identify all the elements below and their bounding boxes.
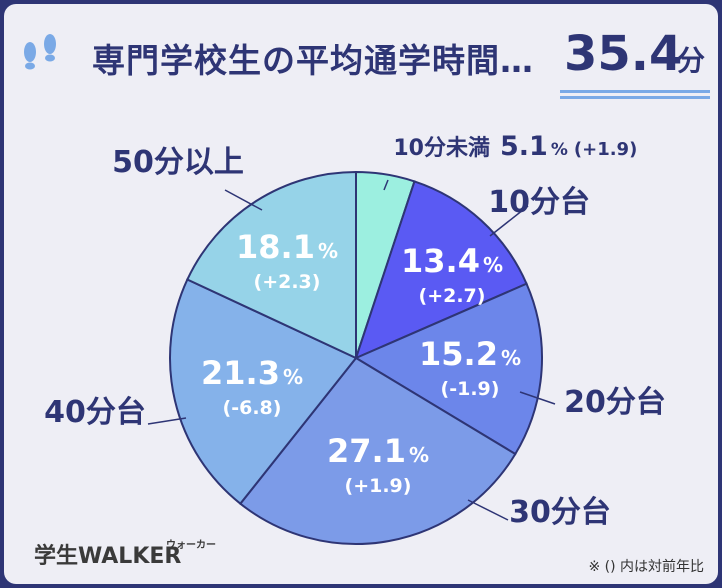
average-value: 35.4 xyxy=(564,26,683,82)
category-label: 40分台 xyxy=(44,395,146,430)
change-label: (+2.3) xyxy=(254,271,321,293)
logo: 学生WALKER xyxy=(34,544,182,569)
data-label: 21.3% xyxy=(201,354,303,392)
footnote: ※ () 内は対前年比 xyxy=(588,559,704,575)
change-label: (-1.9) xyxy=(441,378,500,400)
leader-line xyxy=(383,179,389,191)
underline-2 xyxy=(560,96,710,99)
category-label: 10分台 xyxy=(488,185,590,220)
pie-slice xyxy=(353,282,543,456)
data-label: 18.1% xyxy=(236,228,338,266)
data-label: 13.4% xyxy=(401,242,503,280)
leader-line xyxy=(519,391,556,405)
data-label: 15.2% xyxy=(419,335,521,373)
leader-line xyxy=(489,205,529,237)
logo-kana: ウォーカー xyxy=(166,540,216,551)
pie-slice xyxy=(186,170,357,360)
leader-line xyxy=(224,189,263,211)
category-label: 30分台 xyxy=(509,495,611,530)
category-label: 10分未満 xyxy=(393,135,490,161)
average-unit: 分 xyxy=(677,44,706,77)
underline-1 xyxy=(560,90,710,93)
page-title: 専門学校生の平均通学時間… xyxy=(92,41,534,80)
footsteps-icon xyxy=(24,34,56,70)
data-label: 5.1% (+1.9) xyxy=(500,131,637,162)
leader-line xyxy=(467,499,509,521)
change-label: (-6.8) xyxy=(223,397,282,419)
change-label: (+2.7) xyxy=(419,285,486,307)
leader-line xyxy=(147,417,187,425)
data-label: 27.1% xyxy=(327,432,429,470)
category-label: 50分以上 xyxy=(112,145,244,180)
change-label: (+1.9) xyxy=(345,475,412,497)
pie-slice xyxy=(354,180,528,360)
pie-slice xyxy=(169,278,358,506)
category-label: 20分台 xyxy=(564,385,666,420)
pie-slice xyxy=(238,356,517,545)
